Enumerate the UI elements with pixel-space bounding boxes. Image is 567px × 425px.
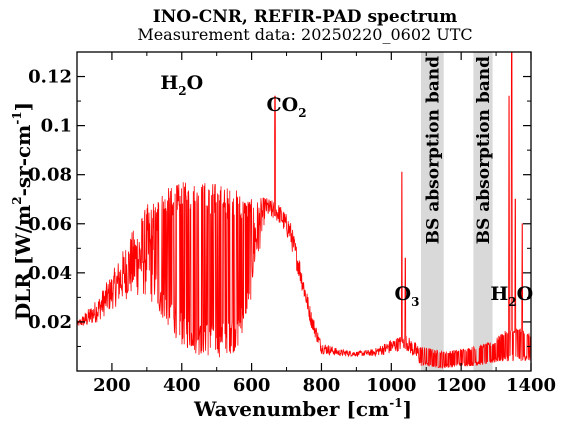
spectrum-series-layer: [77, 52, 531, 369]
bands-layer: BS absorption band BS absorption band: [420, 52, 494, 371]
x-axis-label-close: ]: [403, 397, 412, 421]
chart-subtitle: Measurement data: 20250220_0602 UTC: [137, 25, 472, 44]
y-axis-label: DLR [W/m2-sr-cm-1]: [10, 102, 35, 320]
x-tick-label: 800: [303, 375, 341, 396]
ticks-layer: 200 400 600 800 1000 1200 1400 0.02 0.04 0.06 0.08…: [28, 52, 556, 396]
x-tick-label: 1200: [436, 375, 486, 396]
band-label-1: BS absorption band: [423, 56, 443, 244]
x-axis-label-base: Wavenumber [cm: [193, 397, 389, 421]
band-label-2: BS absorption band: [474, 56, 494, 244]
annotation-co2: CO2: [267, 94, 307, 120]
y-tick-label: 0.12: [28, 67, 72, 88]
annotations-layer: H2O CO2 O3 H2O: [160, 72, 533, 309]
y-tick-label: 0.1: [41, 116, 72, 137]
x-axis-label-exp: -1: [389, 396, 402, 410]
band-2: [473, 52, 493, 371]
y-axis-label-close: ]: [11, 102, 35, 111]
band-1: [420, 52, 444, 371]
x-tick-label: 600: [233, 375, 271, 396]
chart-title: INO-CNR, REFIR-PAD spectrum: [153, 7, 457, 27]
x-tick-label: 400: [163, 375, 201, 396]
annotation-h2o-right: H2O: [490, 283, 533, 309]
x-tick-label: 200: [93, 375, 131, 396]
y-axis-label-mid: -sr-cm: [11, 125, 35, 197]
x-axis-label: Wavenumber [cm-1]: [193, 396, 412, 421]
annotation-o3: O3: [395, 283, 420, 309]
y-tick-label: 0.08: [28, 165, 72, 186]
y-axis-label-exp2: -1: [10, 111, 24, 124]
plot-frame: [76, 51, 532, 372]
x-tick-label: 1000: [366, 375, 416, 396]
y-axis-label-exp1: 2: [10, 196, 24, 204]
y-tick-label: 0.04: [28, 263, 72, 284]
annotation-h2o-left: H2O: [160, 72, 203, 98]
y-axis-label-base: DLR [W/m: [11, 205, 35, 320]
y-tick-label: 0.02: [28, 312, 72, 333]
spectrum-line: [77, 52, 531, 369]
x-tick-label: 1400: [506, 375, 556, 396]
y-tick-label: 0.06: [28, 214, 72, 235]
